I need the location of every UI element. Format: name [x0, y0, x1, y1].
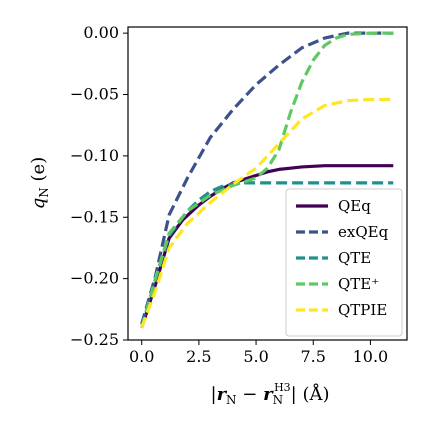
x-tick-label: 10.0: [353, 347, 389, 366]
x-axis-label: |rN − rNH3| (Å): [210, 381, 329, 407]
legend-label-qeq: QEq: [338, 197, 371, 215]
x-tick-label: 5.0: [243, 347, 268, 366]
legend-label-qte-plus: QTE⁺: [338, 275, 379, 293]
series-layer: [140, 31, 394, 329]
y-tick-label: −0.25: [70, 330, 119, 349]
y-axis-label: qN (e): [28, 157, 51, 209]
x-axis-ticks: 0.0 2.5 5.0 7.5 10.0: [129, 340, 388, 366]
y-tick-label: 0.00: [83, 23, 119, 42]
x-tick-label: 7.5: [301, 347, 326, 366]
y-tick-label: −0.05: [70, 85, 119, 104]
legend: QEq exQEq QTE QTE⁺ QTPIE: [285, 188, 403, 337]
x-tick-label: 2.5: [186, 347, 211, 366]
y-tick-label: −0.15: [70, 207, 119, 226]
legend-label-exqeq: exQEq: [338, 223, 389, 241]
y-tick-label: −0.10: [70, 146, 119, 165]
series-line-qtpie: [140, 97, 394, 329]
x-tick-label: 0.0: [129, 347, 154, 366]
legend-box: [285, 188, 403, 337]
legend-label-qte: QTE: [338, 249, 371, 267]
legend-label-qtpie: QTPIE: [338, 301, 387, 319]
series-line-exqeq: [140, 31, 394, 325]
plot-frame: [127, 26, 408, 341]
y-axis-ticks: 0.00 −0.05 −0.10 −0.15 −0.20 −0.25: [70, 23, 128, 349]
y-tick-label: −0.20: [70, 269, 119, 288]
series-line-qte-plus: [140, 31, 394, 329]
